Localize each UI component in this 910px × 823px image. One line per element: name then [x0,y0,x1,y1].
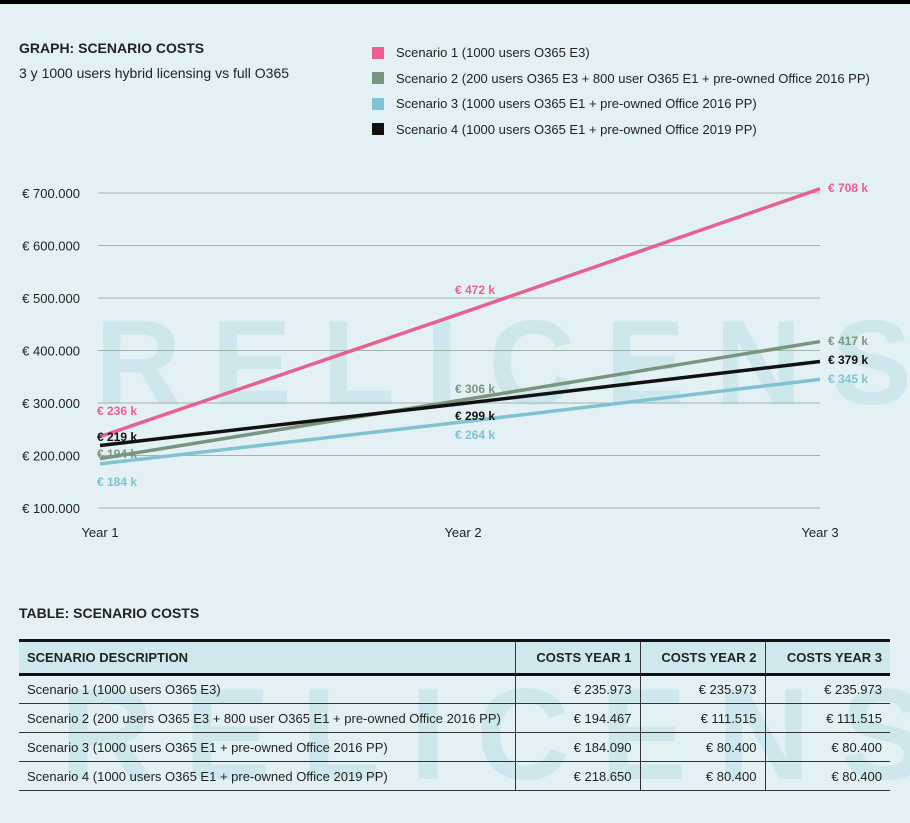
cost-cell: € 235.973 [514,674,640,704]
description-cell: Scenario 4 (1000 users O365 E1 + pre-own… [19,761,515,791]
x-tick-label: Year 3 [801,525,838,540]
table-row: Scenario 4 (1000 users O365 E1 + pre-own… [19,761,890,791]
description-cell: Scenario 1 (1000 users O365 E3) [19,674,515,704]
data-label: € 708 k [828,181,868,195]
series-line [99,377,821,466]
y-tick-label: € 100.000 [22,501,80,516]
data-label: € 184 k [97,475,137,489]
legend-swatch [372,46,384,59]
data-label: € 219 k [97,430,137,444]
data-label: € 236 k [97,404,137,418]
y-tick-label: € 500.000 [22,291,80,306]
legend-item: Scenario 3 (1000 users O365 E1 + pre-own… [372,91,870,117]
y-tick-label: € 600.000 [22,239,80,254]
legend-item: Scenario 4 (1000 users O365 E1 + pre-own… [372,117,870,143]
line-chart: € 100.000 € 200.000 € 300.000 € 400.000 € 50… [22,181,868,540]
cost-cell: € 111.515 [764,703,890,733]
cost-cell: € 80.400 [639,761,765,791]
table-title: TABLE: SCENARIO COSTS [19,605,200,621]
cost-cell: € 194.467 [514,703,640,733]
legend-swatch [372,97,384,110]
x-tick-label: Year 2 [444,525,481,540]
cost-cell: € 235.973 [639,674,765,704]
header-year-3: COSTS YEAR 3 [764,639,890,676]
graph-subtitle: 3 y 1000 users hybrid licensing vs full … [19,65,290,81]
graph-title: GRAPH: SCENARIO COSTS [19,40,205,56]
cost-cell: € 80.400 [764,761,890,791]
legend-swatch [372,123,384,136]
cost-cell: € 80.400 [764,732,890,762]
legend-item: Scenario 1 (1000 users O365 E3) [372,40,870,66]
costs-table: SCENARIO DESCRIPTION COSTS YEAR 1 COSTS … [19,639,890,791]
legend-item: Scenario 2 (200 users O365 E3 + 800 user… [372,66,870,92]
data-label: € 417 k [828,334,868,348]
data-label: € 194 k [97,447,137,461]
table-row: Scenario 2 (200 users O365 E3 + 800 user… [19,703,890,733]
series-line [99,187,821,439]
table-row: Scenario 1 (1000 users O365 E3) € 235.973… [19,674,890,704]
cost-cell: € 218.650 [514,761,640,791]
cost-cell: € 184.090 [514,732,640,762]
y-tick-label: € 200.000 [22,449,80,464]
x-tick-label: Year 1 [81,525,118,540]
y-tick-label: € 300.000 [22,396,80,411]
description-cell: Scenario 3 (1000 users O365 E1 + pre-own… [19,732,515,762]
cost-cell: € 80.400 [639,732,765,762]
series-line [99,359,821,448]
header-year-1: COSTS YEAR 1 [514,639,640,676]
y-tick-label: € 700.000 [22,186,80,201]
description-cell: Scenario 2 (200 users O365 E3 + 800 user… [19,703,515,733]
series-line [99,339,821,461]
data-label: € 299 k [455,409,495,423]
legend-label: Scenario 4 (1000 users O365 E1 + pre-own… [396,121,757,137]
table-row: Scenario 3 (1000 users O365 E1 + pre-own… [19,732,890,762]
table-header-row: SCENARIO DESCRIPTION COSTS YEAR 1 COSTS … [19,639,890,676]
data-label: € 264 k [455,428,495,442]
data-label: € 472 k [455,283,495,297]
cost-cell: € 111.515 [639,703,765,733]
data-label: € 306 k [455,382,495,396]
y-tick-label: € 400.000 [22,344,80,359]
cost-cell: € 235.973 [764,674,890,704]
legend-label: Scenario 3 (1000 users O365 E1 + pre-own… [396,96,757,112]
legend-label: Scenario 2 (200 users O365 E3 + 800 user… [396,70,870,86]
legend-swatch [372,72,384,85]
legend-label: Scenario 1 (1000 users O365 E3) [396,45,590,61]
header-year-2: COSTS YEAR 2 [639,639,765,676]
data-label: € 379 k [828,353,868,367]
legend: Scenario 1 (1000 users O365 E3) Scenario… [372,40,870,142]
header-description: SCENARIO DESCRIPTION [19,639,515,676]
data-label: € 345 k [828,372,868,386]
